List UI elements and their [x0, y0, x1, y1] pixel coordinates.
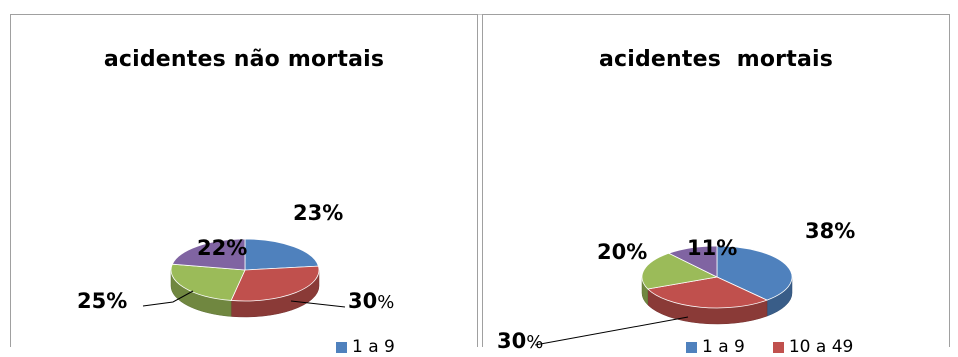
- chart-legend: 1 a 9: [336, 337, 423, 357]
- pie-labels: 23% 30% 25% 22%: [77, 201, 394, 313]
- leader-line: [142, 290, 194, 307]
- data-label: 38%: [805, 219, 855, 243]
- legend-item: 1 a 9: [686, 337, 745, 357]
- pie-slice-blue: [716, 245, 793, 301]
- legend-item: 1 a 9: [336, 337, 395, 357]
- chart-panel-fatal: acidentes mortais 38% 30% 20% 11% 1 a 9 10 a…: [482, 14, 950, 357]
- pie-slice-blue: [244, 238, 319, 271]
- legend-item: 10 a 49: [772, 337, 854, 357]
- pie-chart-fatal: 38% 30% 20% 11%: [497, 219, 855, 353]
- data-label: 23%: [293, 201, 343, 225]
- pie-slice-red: [230, 265, 320, 302]
- chart-legend: 1 a 9 10 a 49: [686, 337, 881, 357]
- pie-chart-non-fatal: 23% 30% 25% 22%: [77, 201, 394, 318]
- pie-top: [641, 245, 793, 309]
- pie-slice-purple: [171, 238, 246, 271]
- legend-label: 1 a 9: [352, 337, 395, 357]
- legend-label: 1 a 9: [702, 337, 745, 357]
- data-label: 30%: [348, 289, 394, 313]
- legend-swatch: [686, 341, 697, 353]
- pie-slice-purple: [667, 245, 718, 278]
- chart-title: acidentes não mortais: [103, 47, 385, 72]
- chart-frame-top-border: [10, 14, 950, 15]
- data-label: 22%: [197, 236, 247, 260]
- pie-slice-red: [646, 276, 769, 309]
- chart-panel-non-fatal: acidentes não mortais 23% 30% 25% 22% 1 a 9: [10, 14, 478, 357]
- chart-title: acidentes mortais: [598, 47, 834, 72]
- pie-slice-green: [170, 263, 246, 301]
- leader-line: [290, 300, 346, 308]
- pie-slice-green: [641, 252, 719, 290]
- legend-swatch: [772, 341, 784, 353]
- legend-label: 10 a 49: [788, 337, 854, 357]
- data-label: 20%: [597, 240, 647, 264]
- data-label: 30%: [497, 329, 543, 353]
- pie-labels: 38% 30% 20% 11%: [497, 219, 855, 353]
- legend-swatch: [336, 341, 347, 353]
- pie-top: [170, 238, 320, 302]
- leader-line: [534, 316, 689, 346]
- data-label: 11%: [687, 236, 737, 260]
- data-label: 25%: [77, 289, 127, 313]
